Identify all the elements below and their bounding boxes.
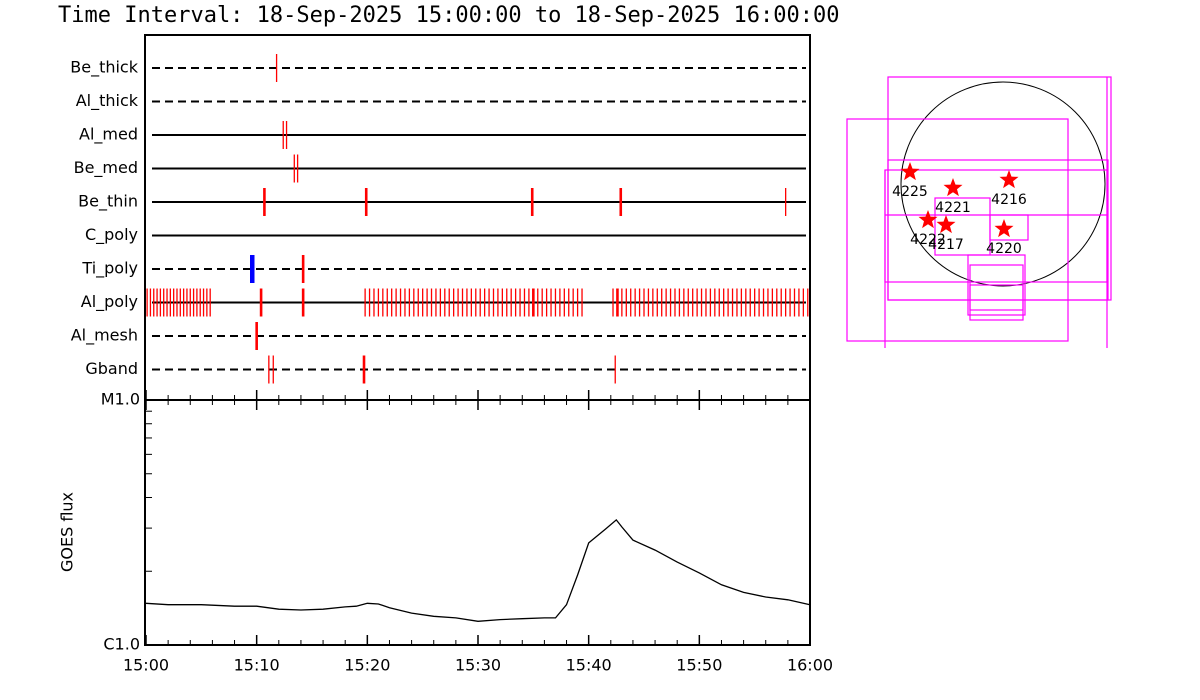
- x-tick-label: 15:20: [344, 656, 390, 675]
- row-label: Gband: [85, 359, 138, 378]
- region-label: 4222: [910, 232, 946, 248]
- row-label: C_poly: [85, 225, 138, 245]
- fov-box: [887, 159, 1109, 301]
- region-star: [994, 219, 1014, 238]
- row-label: Al_thick: [76, 91, 139, 111]
- x-tick-label: 15:00: [123, 656, 169, 675]
- chart-title: Time Interval: 18-Sep-2025 15:00:00 to 1…: [58, 3, 839, 28]
- row-label: Be_thin: [78, 192, 138, 212]
- x-tick-label: 15:10: [234, 656, 280, 675]
- x-tick-label: 16:00: [787, 656, 833, 675]
- x-tick-label: 15:40: [566, 656, 612, 675]
- row-label: Ti_poly: [81, 259, 138, 279]
- region-label: 4220: [986, 241, 1022, 257]
- x-tick-label: 15:50: [676, 656, 722, 675]
- y-tick-label: C1.0: [103, 635, 140, 654]
- y-tick-label: M1.0: [101, 390, 140, 409]
- row-label: Al_med: [79, 125, 138, 145]
- row-label: Be_med: [74, 158, 138, 178]
- region-star: [900, 162, 920, 181]
- region-label: 4216: [991, 192, 1027, 208]
- region-star: [999, 170, 1019, 189]
- row-label: Al_poly: [81, 292, 138, 312]
- fov-box: [989, 214, 1029, 241]
- region-star: [918, 210, 938, 229]
- flux-line: [145, 518, 811, 622]
- fov-box: [967, 254, 1026, 316]
- region-label: 4217: [928, 237, 964, 253]
- row-label: Be_thick: [70, 58, 138, 78]
- row-label: Al_mesh: [71, 326, 138, 346]
- fov-box: [969, 284, 1024, 311]
- region-label: 4221: [935, 200, 971, 216]
- region-label: 4225: [892, 184, 928, 200]
- y-axis-label: GOES flux: [58, 492, 77, 572]
- solar-disk: [900, 81, 1106, 287]
- x-tick-label: 15:30: [455, 656, 501, 675]
- region-star: [936, 215, 956, 234]
- region-star: [943, 178, 963, 197]
- fov-box: [846, 118, 1069, 342]
